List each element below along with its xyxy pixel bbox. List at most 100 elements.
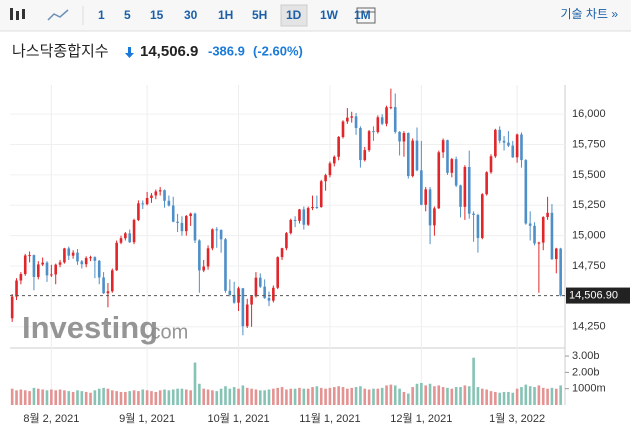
candle-body: [402, 132, 406, 142]
candle-body: [176, 221, 179, 223]
candle-body: [163, 190, 166, 201]
watermark: Investing: [22, 310, 158, 345]
interval-button[interactable]: 1H: [218, 8, 233, 22]
volume-bar: [415, 383, 419, 405]
volume-bar: [302, 388, 306, 405]
volume-bar: [541, 387, 545, 405]
volume-bar: [58, 389, 62, 405]
volume-bar: [102, 387, 105, 405]
tech-chart-link[interactable]: 기술 차트 »: [560, 7, 618, 21]
candle-body: [84, 258, 88, 265]
candle-body: [54, 264, 58, 275]
candle-body: [533, 225, 536, 244]
volume-bar: [280, 387, 284, 405]
candle-body: [15, 280, 18, 297]
volume-bar: [50, 389, 53, 405]
volume-bar: [559, 385, 562, 405]
y-tick-label: 15,750: [572, 138, 606, 150]
candle-body: [154, 191, 158, 196]
candle-body: [50, 274, 53, 276]
volume-bar: [498, 392, 502, 405]
volume-bar: [446, 387, 449, 405]
candle-body: [137, 203, 140, 220]
candle-body: [328, 163, 332, 176]
volume-bar: [97, 388, 101, 405]
line-icon[interactable]: [47, 9, 69, 21]
volume-bar: [132, 390, 136, 405]
candle-body: [280, 248, 284, 258]
volume-bar: [389, 384, 393, 405]
volume-bar: [359, 386, 362, 405]
candle-body: [446, 140, 449, 173]
volume-bar: [63, 390, 66, 405]
candle-body: [528, 223, 532, 226]
settings-icon[interactable]: [356, 7, 376, 24]
volume-bar: [106, 388, 110, 405]
interval-button[interactable]: 1W: [320, 8, 339, 22]
volume-bar: [372, 388, 375, 405]
volume-bar: [502, 391, 506, 405]
candle-body: [228, 290, 232, 295]
candle-body: [450, 159, 454, 173]
candle-body: [250, 296, 253, 305]
candle-body: [411, 140, 414, 176]
x-tick-label: 9월 1, 2021: [119, 412, 175, 425]
volume-bar: [380, 387, 384, 405]
volume-bar: [76, 390, 79, 405]
candle-body: [189, 213, 192, 216]
volume-bar: [137, 391, 140, 405]
interval-button[interactable]: 5H: [252, 8, 267, 22]
candle-body: [494, 129, 497, 157]
down-arrow: [125, 47, 134, 58]
candle-body: [393, 107, 397, 132]
volume-bar: [341, 387, 345, 405]
y-tick-label: 14,750: [572, 260, 606, 272]
candle-body: [115, 242, 118, 271]
candle-body: [498, 129, 502, 141]
volume-bar: [285, 389, 288, 405]
volume-bar: [315, 386, 319, 405]
candle-icon[interactable]: [10, 8, 25, 20]
volume-bar: [232, 387, 236, 405]
candle-body: [546, 212, 549, 218]
volume-bar: [298, 387, 301, 405]
volume-bar: [537, 385, 541, 405]
volume-bar: [324, 388, 327, 405]
candle-body: [158, 190, 162, 192]
volume-bar: [237, 388, 240, 405]
candle-body: [28, 255, 31, 257]
volume-bar: [337, 386, 340, 405]
volume-bar: [45, 390, 49, 405]
interval-button[interactable]: 1M: [354, 8, 371, 22]
candle-body: [489, 156, 493, 173]
interval-button[interactable]: 5: [124, 8, 131, 22]
volume-bar: [93, 390, 97, 405]
candle-body: [472, 213, 475, 215]
volume-bar: [489, 391, 493, 405]
volume-bar: [36, 388, 40, 405]
candle-body: [276, 257, 280, 288]
candle-body: [541, 217, 545, 243]
interval-button[interactable]: 1D: [286, 8, 302, 22]
candle-body: [376, 117, 380, 133]
interval-button[interactable]: 15: [150, 8, 164, 22]
y-tick-label: 16,000: [572, 108, 606, 120]
candle-body: [193, 213, 197, 241]
volume-bar: [189, 390, 192, 405]
change: -386.9: [208, 43, 245, 58]
candle-body: [346, 117, 349, 122]
volume-bar: [211, 390, 214, 405]
volume-bar: [167, 390, 171, 405]
volume-bar: [193, 362, 197, 405]
candle-body: [420, 170, 423, 205]
volume-bar: [206, 389, 210, 405]
interval-button[interactable]: 30: [184, 8, 198, 22]
candle-body: [341, 121, 345, 137]
candle-body: [476, 215, 480, 238]
volume-bar: [110, 390, 114, 405]
interval-button[interactable]: 1: [98, 8, 105, 22]
volume-bar: [71, 391, 75, 405]
volume-bar: [485, 389, 488, 405]
volume-bar: [276, 387, 280, 405]
instrument-name: 나스닥종합지수: [12, 43, 109, 60]
